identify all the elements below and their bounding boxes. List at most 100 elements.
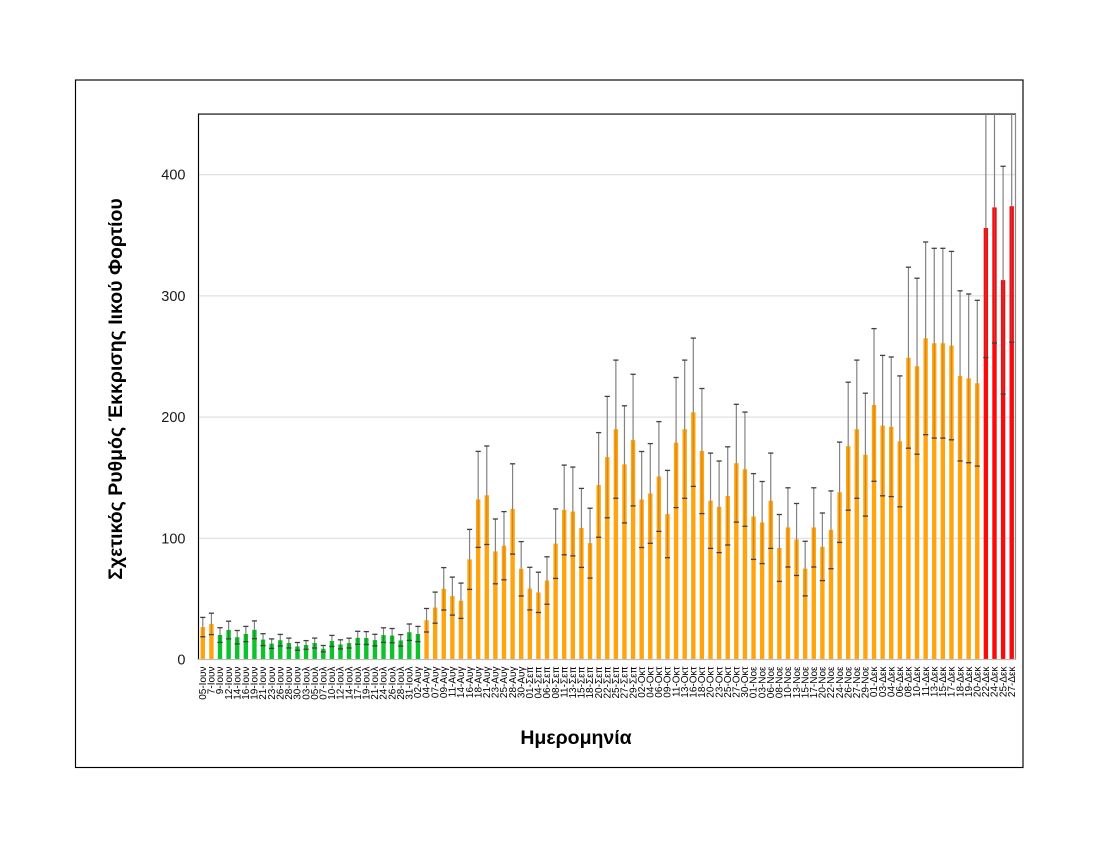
svg-text:27-Οκτ: 27-Οκτ	[732, 666, 743, 697]
svg-text:26-Ιουλ: 26-Ιουλ	[387, 667, 398, 700]
svg-text:10-Νοε: 10-Νοε	[783, 666, 794, 698]
svg-text:10-Δεκ: 10-Δεκ	[912, 666, 923, 698]
svg-text:11-Δεκ: 11-Δεκ	[921, 666, 932, 697]
svg-text:29-Νοε: 29-Νοε	[861, 666, 872, 698]
svg-text:200: 200	[161, 410, 185, 426]
svg-text:18-Σεπ: 18-Σεπ	[585, 666, 596, 698]
svg-text:29-Σεπ: 29-Σεπ	[628, 666, 639, 698]
svg-text:12-Ιουλ: 12-Ιουλ	[336, 667, 347, 700]
svg-text:Σχετικός Ρυθμός Έκκρισης Ιικού: Σχετικός Ρυθμός Έκκρισης Ιικού Φορτίου	[105, 198, 127, 580]
svg-text:01-Σεπ: 01-Σεπ	[525, 666, 536, 698]
svg-text:09-Οκτ: 09-Οκτ	[663, 666, 674, 697]
svg-text:19-Ιουν: 19-Ιουν	[250, 667, 261, 700]
svg-text:26-Νοε: 26-Νοε	[843, 666, 854, 698]
svg-text:04-Δεκ: 04-Δεκ	[886, 666, 897, 698]
svg-text:24-Ιουλ: 24-Ιουλ	[379, 667, 390, 700]
svg-text:03-Δεκ: 03-Δεκ	[878, 666, 889, 698]
svg-text:19-Δεκ: 19-Δεκ	[964, 666, 975, 698]
svg-text:14-Αυγ: 14-Αυγ	[456, 667, 467, 699]
svg-text:27-Δεκ: 27-Δεκ	[1007, 666, 1018, 698]
svg-text:20-Νοε: 20-Νοε	[818, 666, 829, 698]
svg-text:11-Σεπ: 11-Σεπ	[559, 666, 570, 697]
svg-text:28-Αυγ: 28-Αυγ	[508, 667, 519, 699]
svg-text:14-Ιουλ: 14-Ιουλ	[344, 667, 355, 700]
svg-text:22-Νοε: 22-Νοε	[826, 666, 837, 698]
svg-text:30-Οκτ: 30-Οκτ	[740, 666, 751, 697]
svg-text:05-Ιουν: 05-Ιουν	[198, 667, 209, 700]
svg-text:25-Δεκ: 25-Δεκ	[998, 666, 1009, 698]
svg-text:06-Νοε: 06-Νοε	[766, 666, 777, 698]
svg-text:08-Σεπ: 08-Σεπ	[551, 666, 562, 698]
svg-text:10-Ιουλ: 10-Ιουλ	[327, 667, 338, 700]
svg-text:13-Σεπ: 13-Σεπ	[568, 666, 579, 698]
svg-text:18-Αυγ: 18-Αυγ	[473, 667, 484, 699]
svg-text:07-Ιουλ: 07-Ιουλ	[318, 667, 329, 700]
svg-text:06-Σεπ: 06-Σεπ	[542, 666, 553, 698]
svg-text:16-Αυγ: 16-Αυγ	[465, 667, 476, 699]
svg-text:23-Οκτ: 23-Οκτ	[714, 666, 725, 697]
svg-text:19-Ιουλ: 19-Ιουλ	[362, 667, 373, 700]
svg-text:01-Δεκ: 01-Δεκ	[869, 666, 880, 698]
svg-text:24-Νοε: 24-Νοε	[835, 666, 846, 698]
svg-text:15-Νοε: 15-Νοε	[800, 666, 811, 698]
svg-text:28-Ιουν: 28-Ιουν	[284, 667, 295, 700]
svg-text:18-Οκτ: 18-Οκτ	[697, 666, 708, 697]
svg-text:11-Οκτ: 11-Οκτ	[671, 666, 682, 696]
svg-text:06-Δεκ: 06-Δεκ	[895, 666, 906, 698]
svg-text:04-Οκτ: 04-Οκτ	[645, 666, 656, 697]
svg-text:300: 300	[161, 289, 185, 305]
svg-text:06-Οκτ: 06-Οκτ	[654, 666, 665, 697]
svg-text:15-Σεπ: 15-Σεπ	[577, 666, 588, 698]
svg-text:04-Αυγ: 04-Αυγ	[422, 667, 433, 699]
svg-text:03-Νοε: 03-Νοε	[757, 666, 768, 698]
svg-text:23-Ιουν: 23-Ιουν	[267, 667, 278, 700]
svg-text:30-Ιουν: 30-Ιουν	[293, 667, 304, 700]
svg-text:15-Δεκ: 15-Δεκ	[938, 666, 949, 698]
svg-text:07-Αυγ: 07-Αυγ	[430, 667, 441, 699]
svg-text:16-Οκτ: 16-Οκτ	[689, 666, 700, 697]
svg-text:25-Αυγ: 25-Αυγ	[499, 667, 510, 699]
svg-text:0: 0	[177, 653, 185, 669]
svg-text:20-Δεκ: 20-Δεκ	[972, 666, 983, 698]
svg-text:7-Ιουν: 7-Ιουν	[207, 667, 218, 695]
svg-text:100: 100	[161, 531, 185, 547]
svg-text:12-Ιουν: 12-Ιουν	[224, 667, 235, 700]
svg-text:21-Ιουλ: 21-Ιουλ	[370, 667, 381, 700]
svg-text:Ημερομηνία: Ημερομηνία	[520, 727, 631, 749]
svg-text:23-Αυγ: 23-Αυγ	[491, 667, 502, 699]
svg-text:28-Ιουλ: 28-Ιουλ	[396, 667, 407, 700]
svg-text:20-Οκτ: 20-Οκτ	[706, 666, 717, 697]
svg-text:14-Ιουν: 14-Ιουν	[232, 667, 243, 700]
svg-text:13-Οκτ: 13-Οκτ	[680, 666, 691, 697]
svg-text:25-Οκτ: 25-Οκτ	[723, 666, 734, 697]
svg-text:25-Σεπ: 25-Σεπ	[611, 666, 622, 698]
svg-text:02-Αυγ: 02-Αυγ	[413, 667, 424, 699]
svg-text:400: 400	[161, 168, 185, 184]
svg-text:21-Ιουν: 21-Ιουν	[258, 667, 269, 700]
svg-text:22-Δεκ: 22-Δεκ	[981, 666, 992, 698]
svg-text:08-Δεκ: 08-Δεκ	[904, 666, 915, 698]
svg-text:27-Νοε: 27-Νοε	[852, 666, 863, 698]
svg-text:17-Νοε: 17-Νοε	[809, 666, 820, 698]
svg-text:27-Σεπ: 27-Σεπ	[620, 666, 631, 698]
svg-text:01-Νοε: 01-Νοε	[749, 666, 760, 698]
svg-text:22-Σεπ: 22-Σεπ	[602, 666, 613, 698]
svg-text:26-Ιουν: 26-Ιουν	[275, 667, 286, 700]
svg-text:31-Ιουλ: 31-Ιουλ	[405, 667, 416, 700]
svg-text:9-Ιουν: 9-Ιουν	[215, 667, 226, 695]
svg-text:04-Σεπ: 04-Σεπ	[534, 666, 545, 698]
svg-text:02-Οκτ: 02-Οκτ	[637, 666, 648, 697]
svg-text:13-Νοε: 13-Νοε	[792, 666, 803, 698]
svg-text:30-Αυγ: 30-Αυγ	[516, 667, 527, 699]
svg-text:09-Αυγ: 09-Αυγ	[439, 667, 450, 699]
svg-text:17-Ιουλ: 17-Ιουλ	[353, 667, 364, 700]
svg-text:11-Αυγ: 11-Αυγ	[448, 667, 459, 698]
svg-text:20-Σεπ: 20-Σεπ	[594, 666, 605, 698]
svg-text:08-Νοε: 08-Νοε	[775, 666, 786, 698]
svg-text:05-Ιουλ: 05-Ιουλ	[310, 667, 321, 700]
svg-text:24-Δεκ: 24-Δεκ	[990, 666, 1001, 698]
svg-text:18-Δεκ: 18-Δεκ	[955, 666, 966, 698]
svg-text:03-Ιουλ: 03-Ιουλ	[301, 667, 312, 700]
svg-text:17-Δεκ: 17-Δεκ	[947, 666, 958, 698]
svg-text:13-Δεκ: 13-Δεκ	[929, 666, 940, 698]
